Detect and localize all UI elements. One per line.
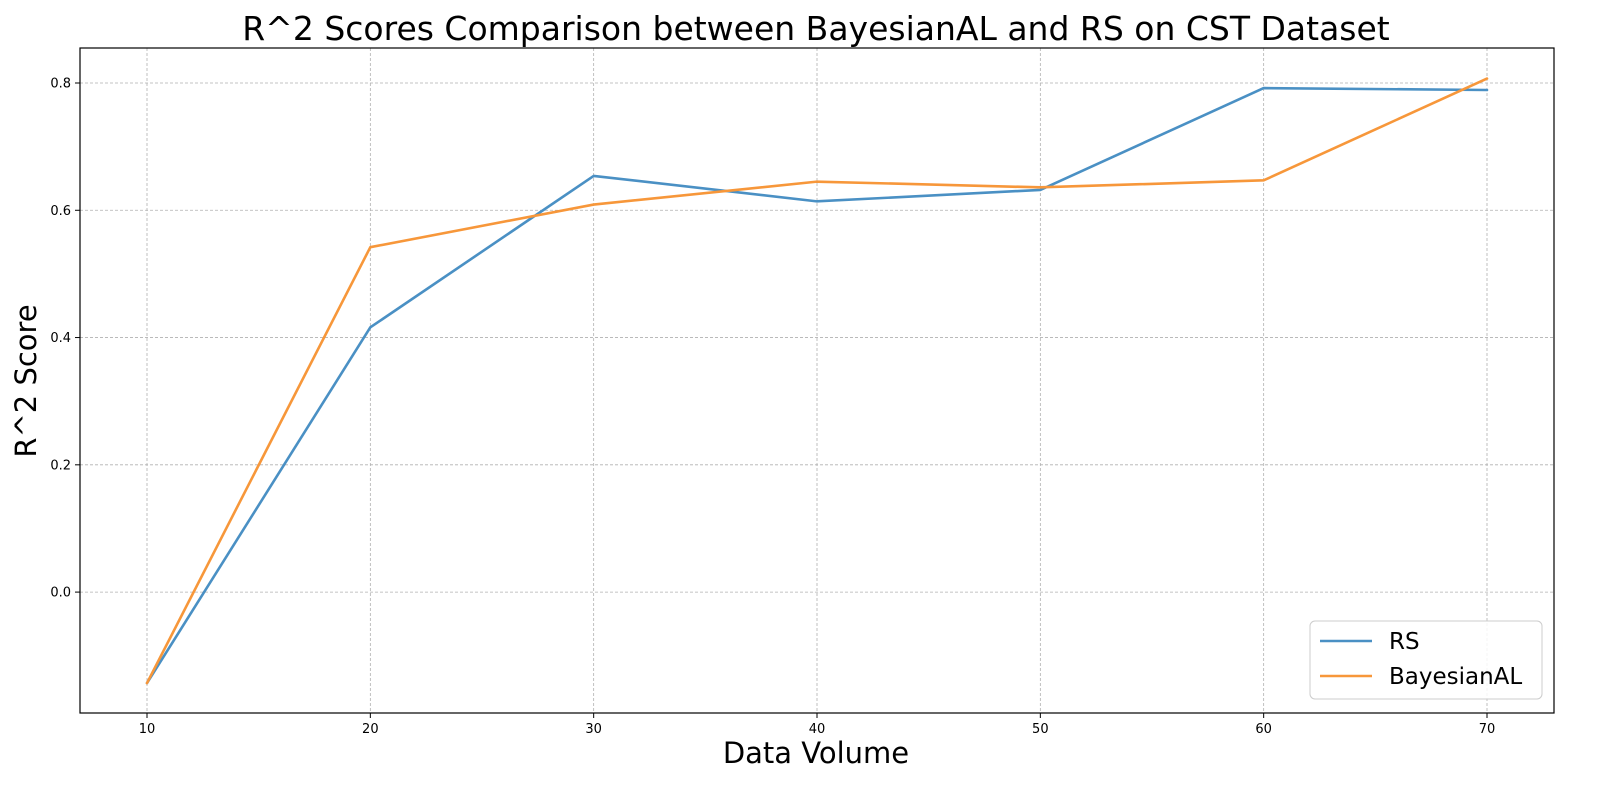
y-tick-label: 0.2 xyxy=(50,458,71,473)
y-tick-label: 0.6 xyxy=(50,204,71,219)
x-tick-label: 40 xyxy=(809,722,826,737)
series-line-rs xyxy=(145,86,1489,685)
x-tick-label: 30 xyxy=(585,722,602,737)
legend: RS BayesianAL xyxy=(1309,620,1543,700)
x-tick-label: 10 xyxy=(139,722,156,737)
x-tick-label: 20 xyxy=(362,722,379,737)
x-tick-label: 60 xyxy=(1255,722,1272,737)
y-axis-label: R^2 Score xyxy=(9,304,43,457)
legend-entry: BayesianAL xyxy=(1389,664,1522,690)
y-axis: 0.0 0.2 0.4 0.6 0.8 xyxy=(50,77,80,601)
series-line-bayesianal xyxy=(145,77,1489,685)
y-tick-label: 0.0 xyxy=(50,586,71,601)
y-tick-label: 0.8 xyxy=(50,77,71,92)
legend-entry: RS xyxy=(1389,629,1420,655)
x-axis-label: Data Volume xyxy=(723,736,909,770)
y-tick-label: 0.4 xyxy=(50,331,71,346)
x-axis: 10 20 30 40 50 60 70 xyxy=(139,713,1496,737)
chart-title: R^2 Scores Comparison between BayesianAL… xyxy=(242,9,1390,48)
grid-lines xyxy=(80,48,1554,713)
series-lines xyxy=(145,77,1489,685)
x-tick-label: 50 xyxy=(1032,722,1049,737)
x-tick-label: 70 xyxy=(1479,722,1496,737)
